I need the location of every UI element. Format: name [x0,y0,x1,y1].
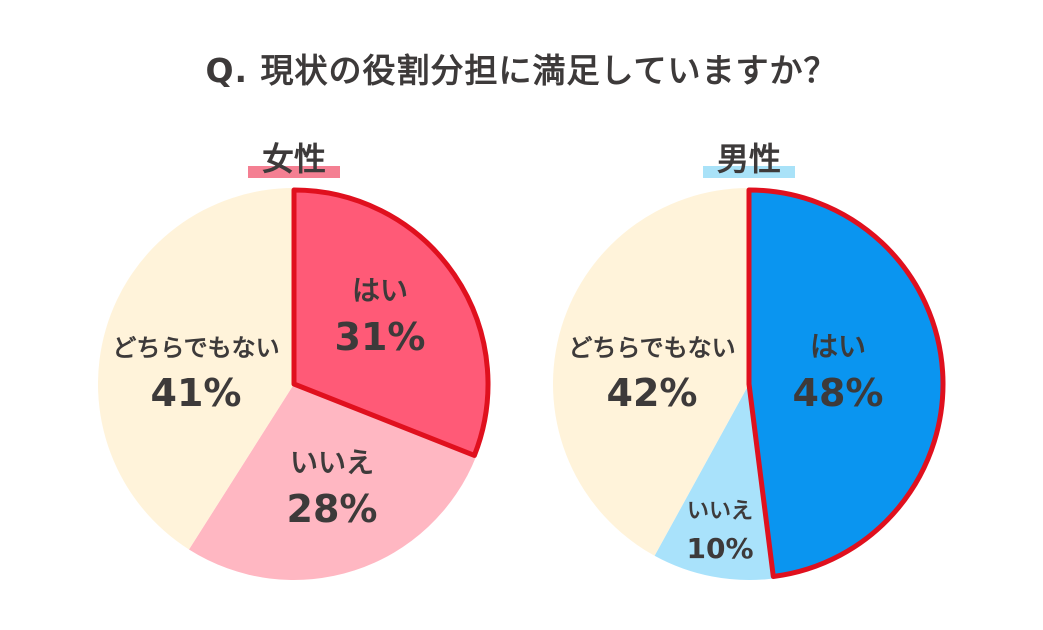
slice-value-label-女性-はい: 31% [335,315,426,359]
slice-value-label-女性-どちらでもない: 41% [151,371,242,415]
slice-value-label-男性-いいえ: 10% [686,532,753,565]
slice-name-label-男性-いいえ: いいえ [687,499,753,524]
pie-slice-男性-はい [749,188,945,579]
slice-name-label-女性-はい: はい [352,274,408,307]
slice-value-label-男性-はい: 48% [793,371,884,415]
slice-name-label-男性-どちらでもない: どちらでもない [568,334,735,362]
slice-name-label-女性-いいえ: いいえ [290,446,374,479]
female-label: 女性 [244,134,344,180]
male-label-text: 男性 [716,140,781,178]
slice-name-label-女性-どちらでもない: どちらでもない [112,334,279,362]
pie-slice-男性-いいえ [654,384,774,580]
slice-value-label-男性-どちらでもない: 42% [607,371,698,415]
male-label: 男性 [699,134,799,180]
slice-name-label-男性-はい: はい [810,330,866,363]
pie-slice-男性-どちらでもない [552,188,749,556]
pie-slice-女性-いいえ [188,384,477,581]
female-label-text: 女性 [261,140,326,178]
pie-slice-女性-どちらでもない [97,188,294,550]
question-title: Q. 現状の役割分担に満足していますか？ [205,51,838,90]
pie-slice-outline-男性-はい [746,187,946,579]
slice-value-label-女性-いいえ: 28% [287,487,378,531]
pie-slice-outline-女性-はい [291,187,491,458]
